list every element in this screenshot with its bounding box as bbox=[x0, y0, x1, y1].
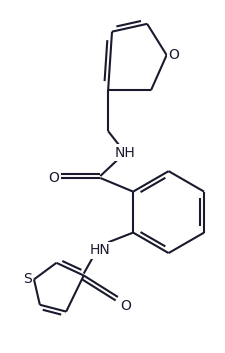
Text: O: O bbox=[168, 48, 179, 62]
Text: O: O bbox=[119, 299, 130, 313]
Text: HN: HN bbox=[90, 243, 110, 257]
Text: S: S bbox=[23, 273, 32, 286]
Text: NH: NH bbox=[114, 145, 135, 160]
Text: O: O bbox=[48, 171, 59, 185]
